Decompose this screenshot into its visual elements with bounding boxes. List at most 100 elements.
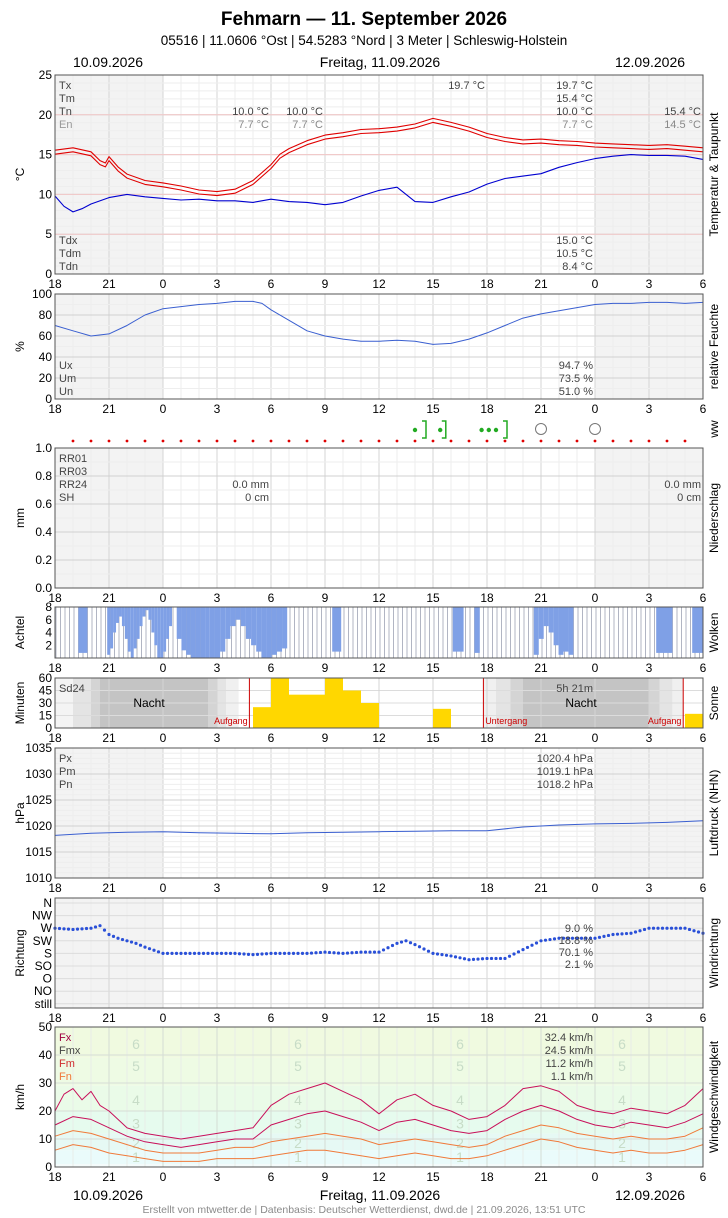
wind-direction-dot [498, 956, 503, 961]
wspd-xtick-label: 6 [700, 1170, 707, 1184]
ww-rain-dot-icon [486, 427, 491, 433]
wdir-ytick-label: O [43, 972, 52, 986]
date-left-bottom: 10.09.2026 [73, 1187, 143, 1203]
wind-direction-dot [269, 951, 273, 956]
hum-ylabel: % [13, 341, 27, 352]
ww-fog-circle-icon [535, 423, 547, 435]
wspd-stat: 32.4 km/h [545, 1032, 593, 1044]
precip-xtick-label: 6 [268, 591, 275, 605]
wspd-xtick-label: 18 [48, 1170, 62, 1184]
temp-legend-en: En [59, 119, 72, 131]
wind-direction-dot [80, 927, 84, 931]
precip-legend-rr03: RR03 [59, 466, 87, 478]
wind-direction-dot [422, 947, 426, 951]
wind-direction-dot [134, 941, 138, 945]
wind-direction-dot [575, 936, 579, 940]
temp-stat-day2: 19.7 °C [556, 80, 593, 92]
cloud-bar [452, 607, 464, 652]
ww-red-dot [107, 439, 111, 443]
precip-xtick-label: 21 [102, 591, 116, 605]
credit-line: Erstellt von mtwetter.de | Datenbasis: D… [143, 1204, 586, 1216]
precip-stat-day1: 0.0 mm [232, 479, 269, 491]
press-legend-pm: Pm [59, 766, 76, 778]
cloud-bar [474, 607, 480, 653]
temp-legend-tm: Tm [59, 93, 75, 105]
ww-showers-icon [422, 420, 427, 439]
precip-xtick-label: 9 [322, 591, 329, 605]
wind-direction-dot [674, 926, 678, 930]
wind-direction-dot [368, 950, 372, 954]
wind-direction-dot [557, 936, 561, 940]
ww-rain-dot-icon [479, 427, 484, 433]
press-xtick-label: 9 [322, 881, 329, 895]
beaufort-number: 3 [132, 1116, 140, 1132]
beaufort-number: 2 [132, 1135, 140, 1151]
press-ytick-label: 1030 [25, 767, 52, 781]
precip-stat-day1: 0 cm [245, 492, 269, 504]
wind-direction-dot [525, 945, 530, 950]
ww-red-dot [611, 439, 615, 443]
wdir-ytick-label: SW [33, 934, 53, 948]
sun-night-label: Nacht [133, 696, 165, 710]
press-ylabel: hPa [13, 802, 27, 824]
sun-total: 5h 21m [556, 683, 593, 695]
wind-direction-dot [606, 933, 611, 938]
wind-direction-dot [210, 951, 215, 956]
wdir-stat: 2.1 % [565, 959, 593, 971]
cloud-bar [240, 607, 246, 627]
wdir-frame [54, 897, 704, 1009]
sun-xtick-label: 6 [700, 731, 707, 745]
cloud-bar [548, 607, 554, 633]
cloud-bar [558, 607, 564, 655]
press-xtick-label: 0 [592, 881, 599, 895]
hum-xtick-label: 0 [160, 402, 167, 416]
wind-direction-dot [620, 932, 624, 936]
wdir-ytick-label: NO [34, 984, 52, 998]
wind-direction-dot [89, 926, 93, 930]
hum-ytick-label: 20 [39, 371, 53, 385]
clouds-xtick-label: 6 [268, 661, 275, 675]
wind-direction-dot [255, 952, 260, 956]
sun-legend-sd24: Sd24 [59, 683, 85, 695]
wind-direction-dot [120, 937, 125, 942]
sun-xtick-label: 21 [102, 731, 116, 745]
wind-direction-dot [242, 952, 246, 956]
wind-direction-dot [111, 934, 116, 938]
wdir-xtick-label: 15 [426, 1011, 440, 1025]
ww-rain-dot-icon [493, 427, 499, 433]
temp-ytick-label: 25 [39, 68, 53, 82]
wspd-xtick-label: 18 [480, 1170, 494, 1184]
temp-xtick-label: 18 [48, 277, 62, 291]
temp-frame [54, 74, 704, 275]
precip-xtick-label: 3 [214, 591, 221, 605]
sun-xtick-label: 18 [48, 731, 62, 745]
wind-direction-dot [246, 952, 251, 956]
wspd-xtick-label: 9 [322, 1170, 329, 1184]
wind-direction-dot [570, 936, 575, 940]
wind-direction-dot [363, 950, 368, 954]
sun-xtick-label: 21 [534, 731, 548, 745]
wspd-xtick-label: 0 [160, 1170, 167, 1184]
wspd-xtick-label: 15 [426, 1170, 440, 1184]
wdir-xtick-label: 3 [214, 1011, 221, 1025]
temp-ytick-label: 20 [39, 108, 53, 122]
beaufort-number: 6 [456, 1036, 464, 1052]
precip-legend-sh: SH [59, 492, 74, 504]
press-ytick-label: 1035 [25, 741, 52, 755]
wind-direction-dot [462, 957, 467, 961]
hum-xtick-label: 21 [534, 402, 548, 416]
temp-stat-dew: 10.5 °C [556, 248, 593, 260]
hum-xtick-label: 6 [700, 402, 707, 416]
ww-showers-icon [503, 420, 508, 439]
wspd-ytick-label: 0 [45, 1160, 52, 1174]
cloud-bar [261, 607, 267, 658]
precip-xtick-label: 0 [592, 591, 599, 605]
temp-xtick-label: 6 [700, 277, 707, 291]
sun-ytick-label: 15 [39, 709, 53, 723]
wind-direction-dot [516, 950, 521, 954]
wind-direction-dot [408, 941, 413, 945]
sunshine-bar [307, 694, 325, 728]
press-xtick-label: 6 [268, 881, 275, 895]
hum-ytick-label: 100 [32, 287, 52, 301]
wind-direction-dot [102, 928, 107, 932]
